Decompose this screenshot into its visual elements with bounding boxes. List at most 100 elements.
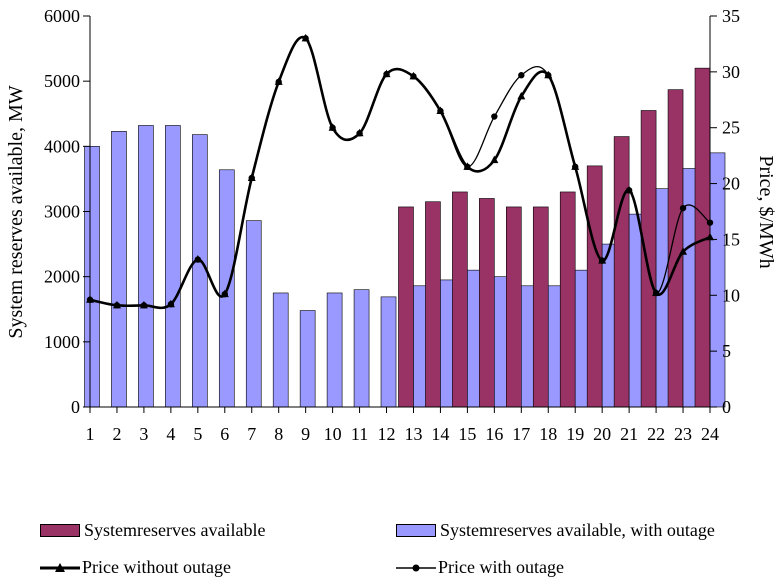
point-price-outage-13 <box>410 73 417 80</box>
y2-tick-label-10: 10 <box>722 285 740 305</box>
y-tick-label-0: 0 <box>71 397 80 417</box>
x-tick-label-5: 5 <box>193 424 202 444</box>
bar-reserves-outage-4 <box>165 125 181 408</box>
bar-reserves-23 <box>667 89 684 408</box>
point-price-no-outage-16 <box>490 155 499 164</box>
point-price-outage-2 <box>113 302 121 309</box>
point-price-outage-22 <box>652 289 660 297</box>
y2-tick-label-25: 25 <box>722 118 740 138</box>
y2-tick-label-0: 0 <box>722 397 731 417</box>
bar-reserves-outage-7 <box>245 220 262 408</box>
x-tick-label-21: 21 <box>620 424 638 444</box>
y2-tick-label-15: 15 <box>722 229 740 249</box>
y2-axis-label: Price, $/MWh <box>755 155 777 268</box>
bar-reserves-13 <box>398 206 414 408</box>
bars-layer <box>84 67 726 408</box>
x-tick-label-19: 19 <box>566 424 584 444</box>
legend-key-circle-line <box>396 564 436 571</box>
x-tick-label-22: 22 <box>647 424 665 444</box>
y-tick-label-5000: 5000 <box>44 71 80 91</box>
bar-reserves-outage-3 <box>138 125 154 408</box>
bar-reserves-17 <box>506 206 522 408</box>
x-tick-label-1: 1 <box>86 424 95 444</box>
legend-item-reserves: Systemreserves available <box>40 520 265 541</box>
point-price-outage-17 <box>518 72 525 79</box>
legend-item-price-outage: Price with outage <box>396 557 564 578</box>
point-price-outage-6 <box>221 290 228 298</box>
legend-label-reserves-outage: Systemreserves available, with outage <box>440 520 715 540</box>
point-price-outage-5 <box>194 256 202 263</box>
point-price-outage-23 <box>679 204 687 212</box>
y-tick-label-6000: 6000 <box>44 6 80 26</box>
bar-reserves-14 <box>425 201 441 408</box>
x-tick-label-15: 15 <box>458 424 476 444</box>
x-tick-label-18: 18 <box>539 424 557 444</box>
bar-reserves-outage-12 <box>380 296 397 408</box>
x-tick-label-16: 16 <box>485 424 503 444</box>
y-tick-label-2000: 2000 <box>44 267 80 287</box>
point-price-outage-18 <box>545 72 552 79</box>
legend-item-reserves-outage: Systemreserves available, with outage <box>396 520 715 541</box>
bar-reserves-15 <box>452 191 468 408</box>
bar-reserves-16 <box>479 198 495 408</box>
x-tick-label-6: 6 <box>220 424 229 444</box>
line-price-outage <box>89 36 711 309</box>
point-price-no-outage-23 <box>679 247 688 255</box>
legend-label-reserves: Systemreserves available <box>84 520 266 540</box>
y-tick-label-1000: 1000 <box>44 332 80 352</box>
point-price-outage-8 <box>275 78 282 86</box>
point-price-outage-12 <box>383 70 390 78</box>
y-tick-label-3000: 3000 <box>44 202 80 222</box>
axes-layer: 0100020003000400050006000051015202530351… <box>44 6 740 444</box>
legend-key-triangle-line <box>40 562 80 572</box>
y2-tick-label-30: 30 <box>722 62 740 82</box>
x-tick-label-9: 9 <box>301 424 310 444</box>
x-tick-label-20: 20 <box>593 424 611 444</box>
x-tick-label-10: 10 <box>324 424 342 444</box>
bar-reserves-19 <box>559 191 576 408</box>
point-price-outage-20 <box>598 257 606 264</box>
point-price-outage-4 <box>167 301 175 308</box>
point-price-outage-7 <box>248 174 255 182</box>
x-tick-label-4: 4 <box>166 424 175 444</box>
x-tick-label-12: 12 <box>378 424 396 444</box>
x-tick-label-14: 14 <box>431 424 449 444</box>
point-price-outage-11 <box>356 130 363 137</box>
x-tick-label-13: 13 <box>404 424 422 444</box>
bar-reserves-22 <box>640 110 657 408</box>
x-tick-label-11: 11 <box>351 424 368 444</box>
point-price-outage-19 <box>572 163 579 171</box>
point-price-outage-3 <box>140 302 148 309</box>
x-tick-label-2: 2 <box>112 424 121 444</box>
y2-tick-label-5: 5 <box>722 341 731 361</box>
bar-reserves-outage-5 <box>192 134 208 408</box>
bar-reserves-outage-9 <box>299 310 316 408</box>
y-tick-label-4000: 4000 <box>44 136 80 156</box>
point-price-outage-9 <box>302 35 309 42</box>
y2-tick-label-20: 20 <box>722 174 740 194</box>
x-tick-label-23: 23 <box>674 424 692 444</box>
legend-label-price-outage: Price with outage <box>438 557 564 577</box>
x-tick-label-7: 7 <box>247 424 256 444</box>
point-price-outage-14 <box>437 107 444 115</box>
y2-tick-label-35: 35 <box>722 6 740 26</box>
legend-label-price-no-outage: Price without outage <box>82 557 231 577</box>
point-price-no-outage-17 <box>517 91 526 100</box>
point-price-outage-16 <box>491 113 498 120</box>
x-tick-label-8: 8 <box>274 424 283 444</box>
lines-layer <box>86 33 714 310</box>
legend-swatch-reserves <box>40 524 80 537</box>
x-tick-label-24: 24 <box>701 424 719 444</box>
x-tick-label-17: 17 <box>512 424 530 444</box>
bar-reserves-outage-2 <box>111 131 127 408</box>
point-price-outage-21 <box>625 187 633 194</box>
bar-reserves-18 <box>532 206 549 408</box>
point-price-outage-10 <box>329 124 336 131</box>
legend-item-price-no-outage: Price without outage <box>40 557 231 578</box>
bar-reserves-outage-11 <box>353 289 370 408</box>
bar-reserves-outage-10 <box>326 292 343 408</box>
y-axis-label: System reserves available, MW <box>5 85 27 338</box>
point-price-outage-15 <box>464 163 471 171</box>
legend-swatch-reserves-outage <box>396 524 436 537</box>
